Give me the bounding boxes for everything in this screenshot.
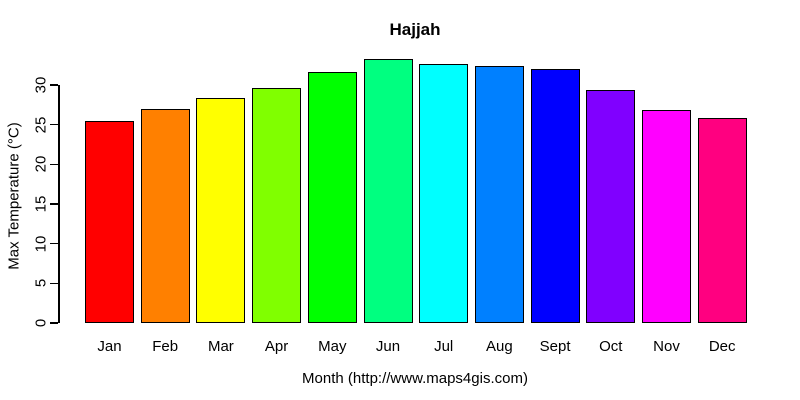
x-tick-label-jul: Jul [434, 338, 454, 355]
bar-mar [196, 98, 246, 323]
x-tick-label-dec: Dec [708, 338, 736, 355]
bar-may [307, 72, 357, 323]
y-tick-label: 25 [32, 116, 50, 133]
y-tick-mark [50, 203, 58, 205]
bar-nov [642, 109, 691, 323]
x-tick-label-sept: Sept [539, 338, 571, 355]
y-tick-label: 15 [32, 195, 50, 213]
y-tick-label: 5 [32, 279, 50, 288]
bar-feb [140, 108, 190, 323]
y-axis-line [58, 85, 60, 323]
bar-jan [85, 121, 134, 323]
y-tick-mark [50, 322, 58, 324]
bar-apr [252, 88, 302, 323]
y-tick-label: 30 [32, 76, 50, 94]
bar-dec [697, 117, 747, 323]
x-tick-label-oct: Oct [599, 338, 623, 355]
bar-sept [530, 69, 580, 323]
x-tick-label-jun: Jun [375, 338, 401, 355]
x-tick-label-nov: Nov [653, 338, 680, 355]
bar-jul [419, 63, 469, 323]
bar-aug [474, 65, 524, 323]
y-tick-mark [50, 163, 58, 166]
x-tick-label-jan: Jan [97, 338, 122, 355]
y-tick-mark [50, 242, 58, 245]
chart-title: Hajjah [389, 20, 441, 39]
x-axis-title: Month (http://www.maps4gis.com) [302, 370, 528, 387]
y-tick-mark [50, 84, 58, 86]
y-tick-label: 20 [32, 155, 50, 173]
x-tick-label-apr: Apr [264, 338, 289, 355]
y-tick-label: 10 [32, 235, 50, 252]
y-axis-label: Max Temperature (°C) [5, 122, 23, 270]
y-tick-label: 0 [32, 318, 50, 328]
x-tick-label-feb: Feb [152, 338, 179, 355]
y-tick-mark [50, 123, 58, 126]
x-tick-label-mar: Mar [207, 338, 234, 355]
y-tick-mark [50, 282, 58, 285]
bar-oct [586, 89, 636, 323]
x-tick-label-aug: Aug [486, 338, 513, 355]
bar-jun [363, 58, 413, 323]
x-tick-label-may: May [318, 338, 347, 355]
